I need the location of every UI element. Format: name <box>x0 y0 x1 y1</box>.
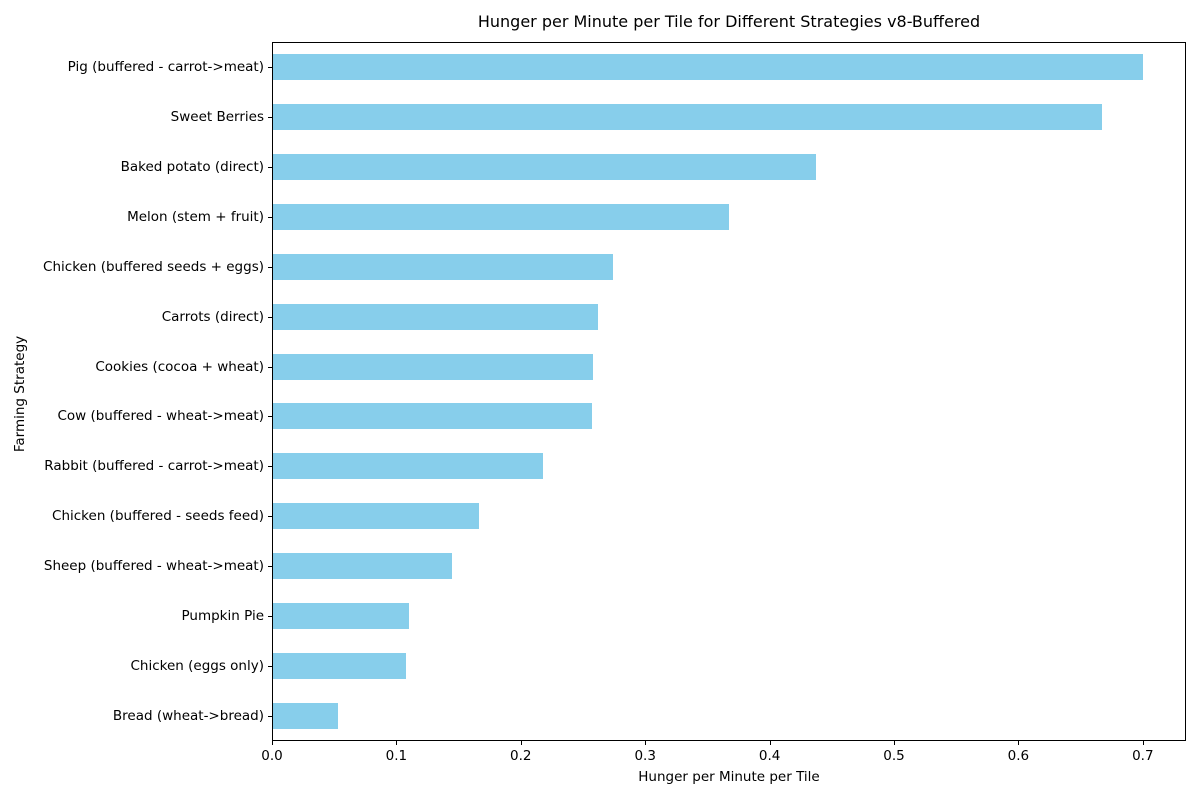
bar-chicken-buffered-seeds-feed <box>272 503 479 530</box>
y-tick-mark <box>268 366 272 368</box>
x-tick-label: 0.1 <box>385 748 408 764</box>
x-tick-mark <box>396 741 398 745</box>
x-tick-label: 0.3 <box>634 748 656 764</box>
bar-sheep-buffered-wheat-meat <box>272 553 453 580</box>
bar-chicken-buffered-seeds-eggs <box>272 253 613 280</box>
x-tick-label: 0.6 <box>1007 748 1030 764</box>
y-tick-label: Cow (buffered - wheat->meat) <box>57 408 264 425</box>
bar-bread-wheat-bread <box>272 703 338 730</box>
y-tick-mark <box>268 616 272 618</box>
y-tick-label: Sweet Berries <box>170 108 264 125</box>
y-tick-mark <box>268 266 272 268</box>
y-tick-label: Baked potato (direct) <box>120 158 264 175</box>
y-tick-label: Chicken (eggs only) <box>130 658 264 675</box>
x-tick-mark <box>1018 741 1020 745</box>
x-tick-label: 0.4 <box>758 748 781 764</box>
bar-sweet-berries <box>272 103 1102 130</box>
bar-pig-buffered-carrot-meat <box>272 53 1143 80</box>
plot-area <box>272 42 1186 741</box>
x-tick-label: 0.5 <box>883 748 905 764</box>
y-tick-mark <box>268 316 272 318</box>
y-tick-label: Bread (wheat->bread) <box>112 708 264 725</box>
x-tick-mark <box>520 741 522 745</box>
y-tick-label: Pig (buffered - carrot->meat) <box>67 58 264 75</box>
x-tick-mark <box>272 741 273 745</box>
x-tick-label: 0.0 <box>261 748 283 764</box>
bar-cookies-cocoa-wheat <box>272 353 593 380</box>
bar-melon-stem-fruit <box>272 203 729 230</box>
bar-baked-potato-direct <box>272 153 816 180</box>
y-tick-label: Chicken (buffered - seeds feed) <box>52 508 264 525</box>
y-tick-label: Rabbit (buffered - carrot->meat) <box>44 458 264 475</box>
y-tick-mark <box>268 666 272 668</box>
y-tick-mark <box>268 216 272 218</box>
x-tick-mark <box>769 741 771 745</box>
x-tick-mark <box>1142 741 1144 745</box>
x-tick-mark <box>894 741 896 745</box>
y-tick-mark <box>268 566 272 568</box>
y-tick-mark <box>268 716 272 718</box>
x-tick-label: 0.7 <box>1132 748 1154 764</box>
x-tick-label: 0.2 <box>510 748 532 764</box>
y-tick-mark <box>268 166 272 168</box>
bar-carrots-direct <box>272 303 598 330</box>
y-axis-label-text: Farming Strategy <box>12 335 28 453</box>
x-axis-label: Hunger per Minute per Tile <box>638 769 820 785</box>
bar-cow-buffered-wheat-meat <box>272 403 592 430</box>
y-tick-mark <box>268 66 272 68</box>
y-tick-label: Melon (stem + fruit) <box>127 208 264 225</box>
y-tick-mark <box>268 466 272 468</box>
y-tick-mark <box>268 516 272 518</box>
y-tick-label: Chicken (buffered seeds + eggs) <box>43 258 264 275</box>
x-tick-mark <box>645 741 647 745</box>
bar-pumpkin-pie <box>272 603 409 630</box>
bar-rabbit-buffered-carrot-meat <box>272 453 544 480</box>
y-tick-mark <box>268 416 272 418</box>
chart-title: Hunger per Minute per Tile for Different… <box>477 12 981 31</box>
y-tick-label: Sheep (buffered - wheat->meat) <box>43 558 264 575</box>
bar-chicken-eggs-only <box>272 653 407 680</box>
y-tick-label: Carrots (direct) <box>161 308 264 325</box>
y-tick-mark <box>268 116 272 118</box>
y-tick-label: Pumpkin Pie <box>181 608 265 625</box>
y-tick-label: Cookies (cocoa + wheat) <box>95 358 264 375</box>
